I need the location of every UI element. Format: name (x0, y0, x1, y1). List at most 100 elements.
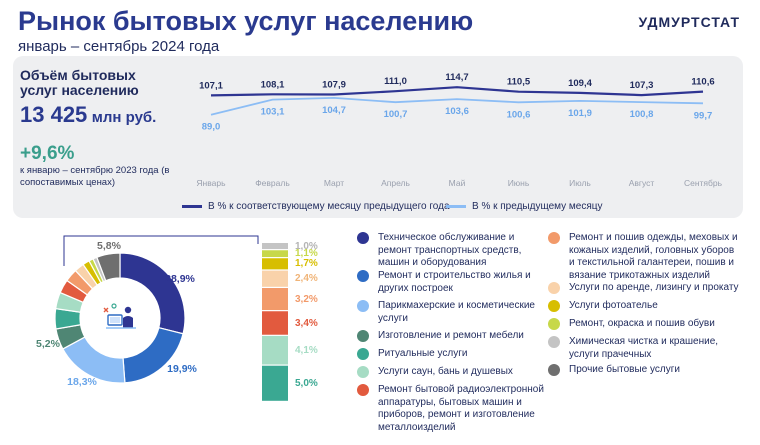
bracket-line (63, 235, 259, 266)
stack-segment (262, 250, 288, 258)
category-legend-item: Ремонт, окраска и пошив обуви (548, 318, 739, 331)
stack-value-label: 1,7% (295, 258, 318, 270)
data-label-yoy: 114,7 (445, 72, 468, 83)
data-label-mom: 99,7 (694, 110, 713, 121)
x-tick-label: Март (324, 178, 344, 188)
category-legend-item: Техническое обслуживание и ремонт трансп… (357, 232, 548, 270)
data-label-yoy: 107,1 (199, 80, 223, 91)
legend-label-mom: В % к предыдущему месяцу (472, 201, 603, 212)
slice-label: 18,3% (67, 376, 97, 388)
category-label: Химическая чистка и крашение, услуги пра… (569, 336, 719, 360)
stack-segment (262, 365, 288, 401)
category-label: Услуги саун, бань и душевых (378, 366, 513, 377)
slice-label: 28,9% (165, 273, 195, 285)
category-legend-item: Изготовление и ремонт мебели (357, 330, 548, 343)
summary-panel (13, 56, 743, 218)
page-subtitle: январь – сентябрь 2024 года (18, 38, 220, 55)
category-legend-item: Ремонт и пошив одежды, меховых и кожаных… (548, 232, 739, 282)
structure-donut-chart: 28,9% 19,9% 18,3% 5,2% 5,8% (36, 235, 288, 401)
category-label: Ремонт и пошив одежды, меховых и кожаных… (569, 232, 738, 281)
data-label-mom: 100,7 (384, 109, 408, 120)
category-label: Прочие бытовые услуги (569, 364, 680, 375)
stack-segment (262, 311, 288, 335)
slice-label: 5,8% (97, 240, 122, 252)
page-title: Рынок бытовых услуг населению (18, 6, 474, 36)
data-label-mom: 101,9 (568, 108, 592, 119)
category-swatch (357, 384, 369, 396)
x-tick-label: Февраль (255, 178, 290, 188)
series-line-yoy (210, 86, 704, 97)
category-swatch (357, 366, 369, 378)
data-label-mom: 89,0 (202, 122, 221, 133)
legend-item-yoy: В % к соответствующему месяцу предыдущег… (182, 201, 450, 212)
stack-value-label: 1,0% (295, 240, 318, 252)
legend-swatch-mom (446, 205, 466, 208)
data-label-yoy: 107,9 (322, 79, 346, 90)
stack-value-label: 3,4% (295, 317, 318, 329)
category-label: Парикмахерские и косметические услуги (378, 300, 535, 324)
data-label-yoy: 109,4 (568, 78, 592, 89)
category-label: Ремонт, окраска и пошив обуви (569, 318, 715, 329)
legend-label-yoy: В % к соответствующему месяцу предыдущег… (208, 201, 450, 212)
data-label-yoy: 110,6 (691, 77, 714, 88)
growth-note: к январю – сентябрю 2023 года (в сопоста… (20, 165, 170, 188)
stack-segment (262, 288, 288, 311)
category-swatch (548, 318, 560, 330)
stack-segment (262, 335, 288, 365)
volume-unit: млн руб. (91, 109, 157, 126)
data-label-mom: 103,6 (445, 106, 469, 117)
volume-label: Объём бытовых услуг населению (20, 67, 139, 98)
series-line-mom (210, 96, 704, 116)
stack-segment (262, 243, 288, 250)
slice-label: 5,2% (36, 338, 61, 350)
data-label-yoy: 110,5 (507, 77, 531, 88)
category-legend-item: Прочие бытовые услуги (548, 364, 739, 377)
data-label-mom: 100,6 (507, 109, 531, 120)
services-illustration-icon (98, 296, 142, 340)
category-legend-item: Ритуальные услуги (357, 348, 548, 361)
data-label-yoy: 107,3 (630, 80, 654, 91)
category-swatch (357, 348, 369, 360)
stack-value-label: 3,2% (295, 293, 318, 305)
stack-value-label: 5,0% (295, 377, 318, 389)
category-label: Ремонт бытовой радиоэлектронной аппарату… (378, 384, 544, 433)
category-swatch (548, 336, 560, 348)
category-legend-item: Услуги фотоателье (548, 300, 739, 313)
x-tick-label: Январь (196, 178, 226, 188)
stack-segment (262, 270, 288, 287)
category-legend-item: Химическая чистка и крашение, услуги пра… (548, 336, 739, 361)
category-label: Техническое обслуживание и ремонт трансп… (378, 232, 522, 268)
x-tick-label: Август (629, 178, 655, 188)
x-tick-label: Июнь (508, 178, 530, 188)
category-swatch (548, 282, 560, 294)
slice-label: 19,9% (167, 363, 197, 375)
category-swatch (357, 232, 369, 244)
data-label-yoy: 108,1 (261, 79, 285, 90)
category-label: Ритуальные услуги (378, 348, 468, 359)
category-swatch (357, 300, 369, 312)
stack-value-label: 1,1% (295, 248, 318, 260)
category-label: Изготовление и ремонт мебели (378, 330, 524, 341)
category-swatch (357, 270, 369, 282)
category-swatch (357, 330, 369, 342)
legend-item-mom: В % к предыдущему месяцу (446, 201, 602, 212)
x-tick-label: Июль (569, 178, 591, 188)
legend-swatch-yoy (182, 205, 202, 208)
x-tick-label: Сентябрь (684, 178, 723, 188)
brand-logo: УДМУРТСТАТ (638, 14, 740, 30)
category-swatch (548, 300, 560, 312)
category-label: Ремонт и строительство жилья и других по… (378, 270, 531, 294)
category-legend-item: Парикмахерские и косметические услуги (357, 300, 548, 325)
category-label: Услуги фотоателье (569, 300, 658, 311)
volume-number: 13 425 (20, 102, 88, 127)
data-label-mom: 104,7 (322, 105, 346, 116)
category-swatch (548, 232, 560, 244)
x-tick-label: Апрель (381, 178, 410, 188)
category-legend-item: Услуги по аренде, лизингу и прокату (548, 282, 739, 295)
stack-value-label: 2,4% (295, 273, 318, 285)
stack-segment (262, 258, 288, 270)
growth-value: +9,6% (20, 143, 75, 164)
volume-value: 13 425 млн руб. (20, 102, 156, 128)
monthly-line-chart: 107,1 108,1 107,9 111,0 114,7 110,5 109,4 107,3… (196, 72, 723, 188)
data-label-yoy: 111,0 (384, 76, 407, 87)
